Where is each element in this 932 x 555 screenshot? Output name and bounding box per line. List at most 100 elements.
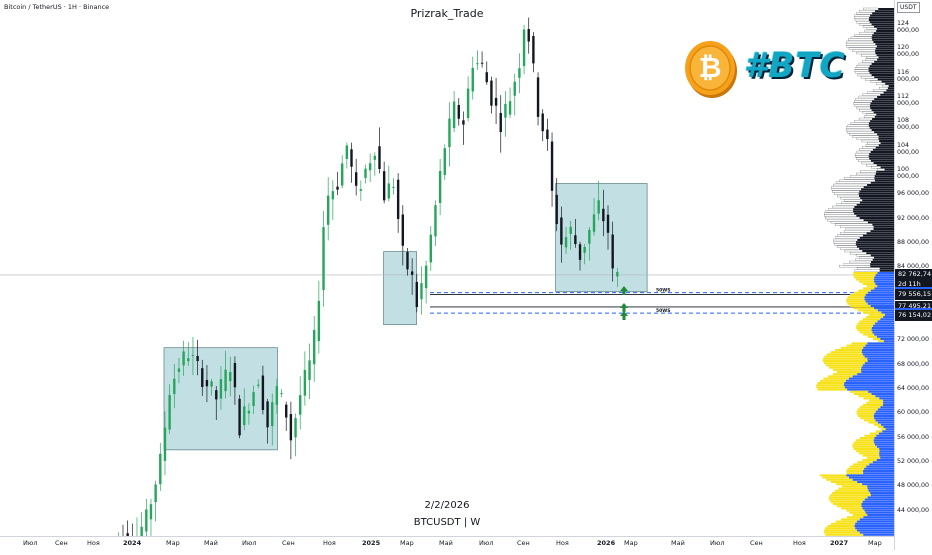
candle-body [452,101,456,129]
profile-bar [859,256,875,259]
profile-bar [856,12,873,15]
profile-bar [850,36,872,39]
time-axis[interactable]: Июл Сен Ноя 2024 Мар Май Июл Сен Ноя 2025 Мар Май Ию… [0,536,894,551]
candle-body [438,171,442,204]
profile-bar [859,437,875,439]
profile-bar [854,104,871,107]
profile-bar [859,109,872,112]
candle-body [466,88,470,119]
profile-bar [858,192,894,195]
profile-bar [850,175,875,178]
candle-body [583,246,586,253]
profile-bar [871,261,894,263]
candle-body [313,329,316,365]
profile-bar [878,137,894,140]
profile-bar [856,203,894,206]
profile-bar [854,269,880,272]
profile-bar [857,322,876,325]
profile-bar [834,489,869,492]
profile-bar [846,509,865,512]
profile-bar [830,481,858,483]
time-tick-label: Июл [23,539,38,547]
up-arrow-icon [620,286,628,295]
price-tick-label: 92 000,00 [897,214,930,222]
profile-bar [825,527,856,530]
profile-bar [863,397,880,400]
time-tick-label: Сен [517,539,530,547]
profile-bar [888,85,894,87]
profile-bar [829,366,862,369]
profile-bar [854,100,873,103]
profile-bar [859,217,894,219]
profile-bar [876,434,894,437]
profile-bar [877,96,894,98]
candle-body [215,390,218,400]
profile-bar [872,118,894,120]
profile-bar [875,419,894,422]
profile-bar [855,258,873,261]
profile-bar [883,340,894,343]
profile-bar [867,514,894,516]
profile-bar [856,65,870,68]
profile-bar [880,423,894,426]
profile-bar [875,10,894,13]
profile-bar [867,291,894,294]
profile-bar [875,395,894,398]
profile-bar [875,52,894,54]
profile-bar [873,162,894,164]
profile-bar [872,338,881,340]
profile-bar [873,423,881,426]
profile-bar [852,135,879,138]
profile-bar [866,232,894,235]
profile-bar [866,164,877,167]
candle-body [550,141,554,191]
profile-bar [880,338,894,340]
time-tick-label: Мар [624,539,638,547]
candle-body [504,103,507,118]
candle-body [560,217,563,245]
time-tick-label: Мар [166,539,180,547]
profile-bar [836,505,862,508]
profile-bar [860,368,894,371]
profile-bar [848,38,873,41]
profile-bar [859,247,894,250]
candle-body [396,179,400,219]
profile-bar [835,520,857,523]
profile-bar [840,518,860,521]
profile-bar [867,485,894,488]
time-tick-label: 2025 [362,539,381,547]
profile-bar [873,441,894,444]
profile-bar [864,509,894,512]
profile-bar [852,514,868,516]
candle-body [485,72,488,83]
profile-bar [868,124,894,127]
watermark-ticker: BTCUSDT | W [413,517,481,528]
candle-body [205,380,209,387]
profile-bar [862,507,894,510]
profile-bar [873,148,894,151]
profile-bar [862,199,894,202]
profile-bar [859,236,894,239]
profile-bar [873,41,894,43]
candle-body [513,81,516,96]
level-label: 50WS [656,288,670,294]
profile-bar [853,274,876,277]
profile-bar [877,133,894,136]
profile-bar [857,267,881,270]
profile-bar [850,294,866,296]
currency-unit-badge[interactable]: USDT [897,2,920,13]
profile-bar [869,21,894,24]
profile-bar [866,252,894,255]
author-name: Prizrak_Trade [410,7,484,20]
profile-bar [856,51,876,55]
candle-body [280,393,283,395]
price-tick-label: 72 000,00 [897,336,930,344]
profile-bar [855,71,870,74]
profile-bar [877,78,894,81]
candle-body [354,172,358,186]
profile-bar [875,443,894,446]
candle-body [294,418,297,438]
profile-bar [844,249,863,253]
profile-bar [844,199,863,202]
